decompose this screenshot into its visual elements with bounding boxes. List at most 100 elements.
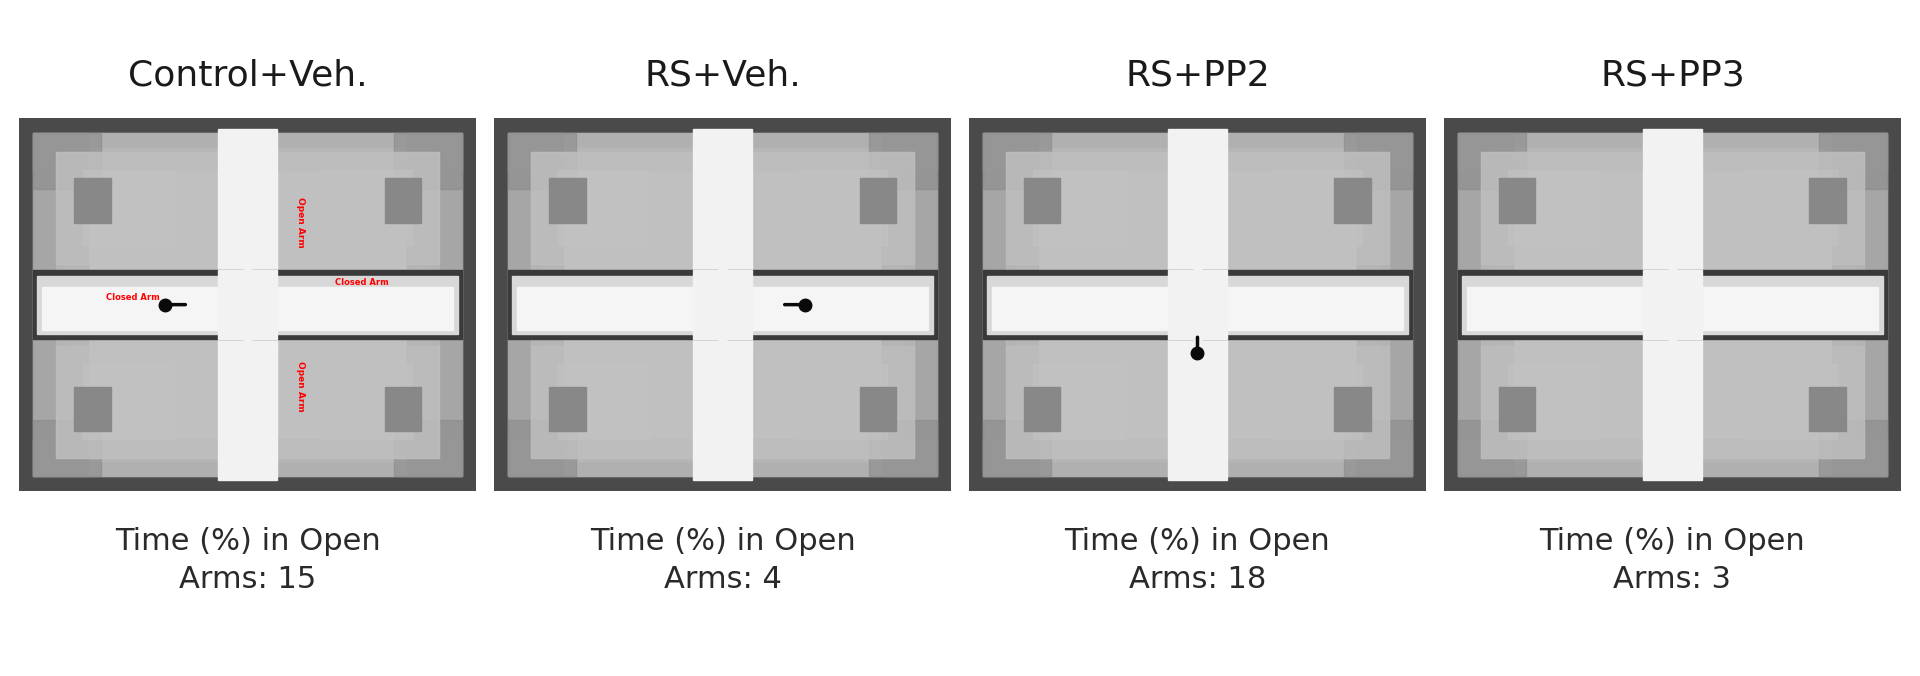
Bar bbox=[65, 148, 430, 461]
Bar bbox=[983, 439, 1411, 476]
Bar bbox=[1500, 178, 1536, 222]
Bar bbox=[983, 133, 1037, 476]
Text: Open Arm: Open Arm bbox=[296, 197, 305, 248]
Bar bbox=[693, 308, 753, 480]
Bar bbox=[83, 364, 175, 439]
Bar bbox=[1457, 133, 1526, 189]
Bar bbox=[795, 364, 887, 439]
Bar bbox=[1229, 151, 1390, 458]
Bar bbox=[217, 129, 276, 301]
Bar bbox=[33, 133, 102, 189]
Bar bbox=[1202, 270, 1411, 339]
Bar bbox=[1006, 345, 1390, 458]
Bar bbox=[1167, 129, 1227, 301]
Bar bbox=[993, 287, 1185, 330]
Bar bbox=[280, 151, 440, 458]
Bar bbox=[728, 270, 937, 339]
Bar bbox=[1344, 133, 1411, 189]
Bar bbox=[252, 276, 457, 333]
Bar bbox=[1463, 276, 1668, 333]
Bar bbox=[1033, 364, 1125, 439]
Bar bbox=[217, 270, 276, 339]
Text: Closed Arm: Closed Arm bbox=[106, 293, 159, 301]
Bar bbox=[321, 170, 413, 245]
Bar bbox=[509, 133, 563, 476]
Bar bbox=[321, 364, 413, 439]
Bar bbox=[509, 133, 937, 170]
Bar bbox=[33, 270, 244, 339]
Bar bbox=[1676, 270, 1887, 339]
FancyBboxPatch shape bbox=[983, 133, 1411, 476]
Bar bbox=[1457, 270, 1668, 339]
Bar bbox=[1212, 287, 1404, 330]
Text: Closed Arm: Closed Arm bbox=[334, 278, 388, 287]
Bar bbox=[1167, 308, 1227, 480]
Bar bbox=[56, 151, 215, 458]
Bar bbox=[883, 133, 937, 476]
Text: Time (%) in Open
Arms: 18: Time (%) in Open Arms: 18 bbox=[1064, 527, 1331, 594]
Bar bbox=[1686, 287, 1878, 330]
Bar bbox=[509, 439, 937, 476]
Bar bbox=[860, 178, 897, 222]
Bar bbox=[868, 133, 937, 189]
Text: RS+PP3: RS+PP3 bbox=[1599, 59, 1745, 93]
FancyBboxPatch shape bbox=[1457, 133, 1887, 476]
Bar bbox=[1644, 129, 1703, 301]
Bar bbox=[1334, 387, 1371, 431]
Bar bbox=[394, 420, 463, 476]
Bar bbox=[75, 178, 111, 222]
Bar bbox=[56, 151, 440, 264]
FancyBboxPatch shape bbox=[509, 133, 937, 476]
Text: Open Arm: Open Arm bbox=[296, 361, 305, 412]
Bar bbox=[1006, 151, 1165, 458]
Bar bbox=[1023, 178, 1060, 222]
Text: RS+Veh.: RS+Veh. bbox=[643, 59, 801, 93]
Bar bbox=[549, 387, 586, 431]
Bar bbox=[33, 439, 463, 476]
Bar bbox=[1745, 364, 1837, 439]
Bar bbox=[1507, 364, 1599, 439]
Bar bbox=[83, 170, 175, 245]
Bar bbox=[1344, 420, 1411, 476]
Bar bbox=[530, 151, 691, 458]
Bar bbox=[1016, 148, 1380, 461]
Text: Time (%) in Open
Arms: 15: Time (%) in Open Arms: 15 bbox=[115, 527, 380, 594]
Bar bbox=[1457, 439, 1887, 476]
Text: RS+PP2: RS+PP2 bbox=[1125, 59, 1269, 93]
Bar bbox=[1357, 133, 1411, 476]
Bar bbox=[217, 308, 276, 480]
Bar bbox=[1490, 148, 1855, 461]
Bar bbox=[1023, 387, 1060, 431]
Bar bbox=[1480, 151, 1864, 264]
Bar bbox=[983, 270, 1192, 339]
FancyBboxPatch shape bbox=[33, 133, 463, 476]
Bar bbox=[530, 345, 914, 458]
Bar bbox=[1467, 287, 1659, 330]
Text: Time (%) in Open
Arms: 3: Time (%) in Open Arms: 3 bbox=[1540, 527, 1805, 594]
Bar bbox=[1832, 133, 1887, 476]
Bar bbox=[407, 133, 463, 476]
Bar bbox=[509, 133, 576, 189]
Bar bbox=[38, 276, 244, 333]
Bar bbox=[509, 420, 576, 476]
Bar bbox=[1457, 133, 1513, 476]
Bar bbox=[693, 129, 753, 301]
Bar bbox=[1507, 170, 1599, 245]
Bar bbox=[516, 287, 708, 330]
Bar bbox=[755, 151, 914, 458]
Bar bbox=[1167, 270, 1227, 339]
Bar bbox=[530, 151, 914, 264]
Bar bbox=[384, 178, 420, 222]
Bar bbox=[983, 133, 1411, 170]
Bar bbox=[795, 170, 887, 245]
Bar bbox=[1818, 420, 1887, 476]
Bar bbox=[1271, 170, 1361, 245]
Bar bbox=[1457, 420, 1526, 476]
Bar bbox=[1644, 308, 1703, 480]
Bar bbox=[540, 148, 904, 461]
Bar bbox=[1457, 133, 1887, 170]
Bar bbox=[1809, 178, 1845, 222]
Bar bbox=[1271, 364, 1361, 439]
Bar bbox=[735, 287, 927, 330]
Bar bbox=[1006, 151, 1390, 264]
